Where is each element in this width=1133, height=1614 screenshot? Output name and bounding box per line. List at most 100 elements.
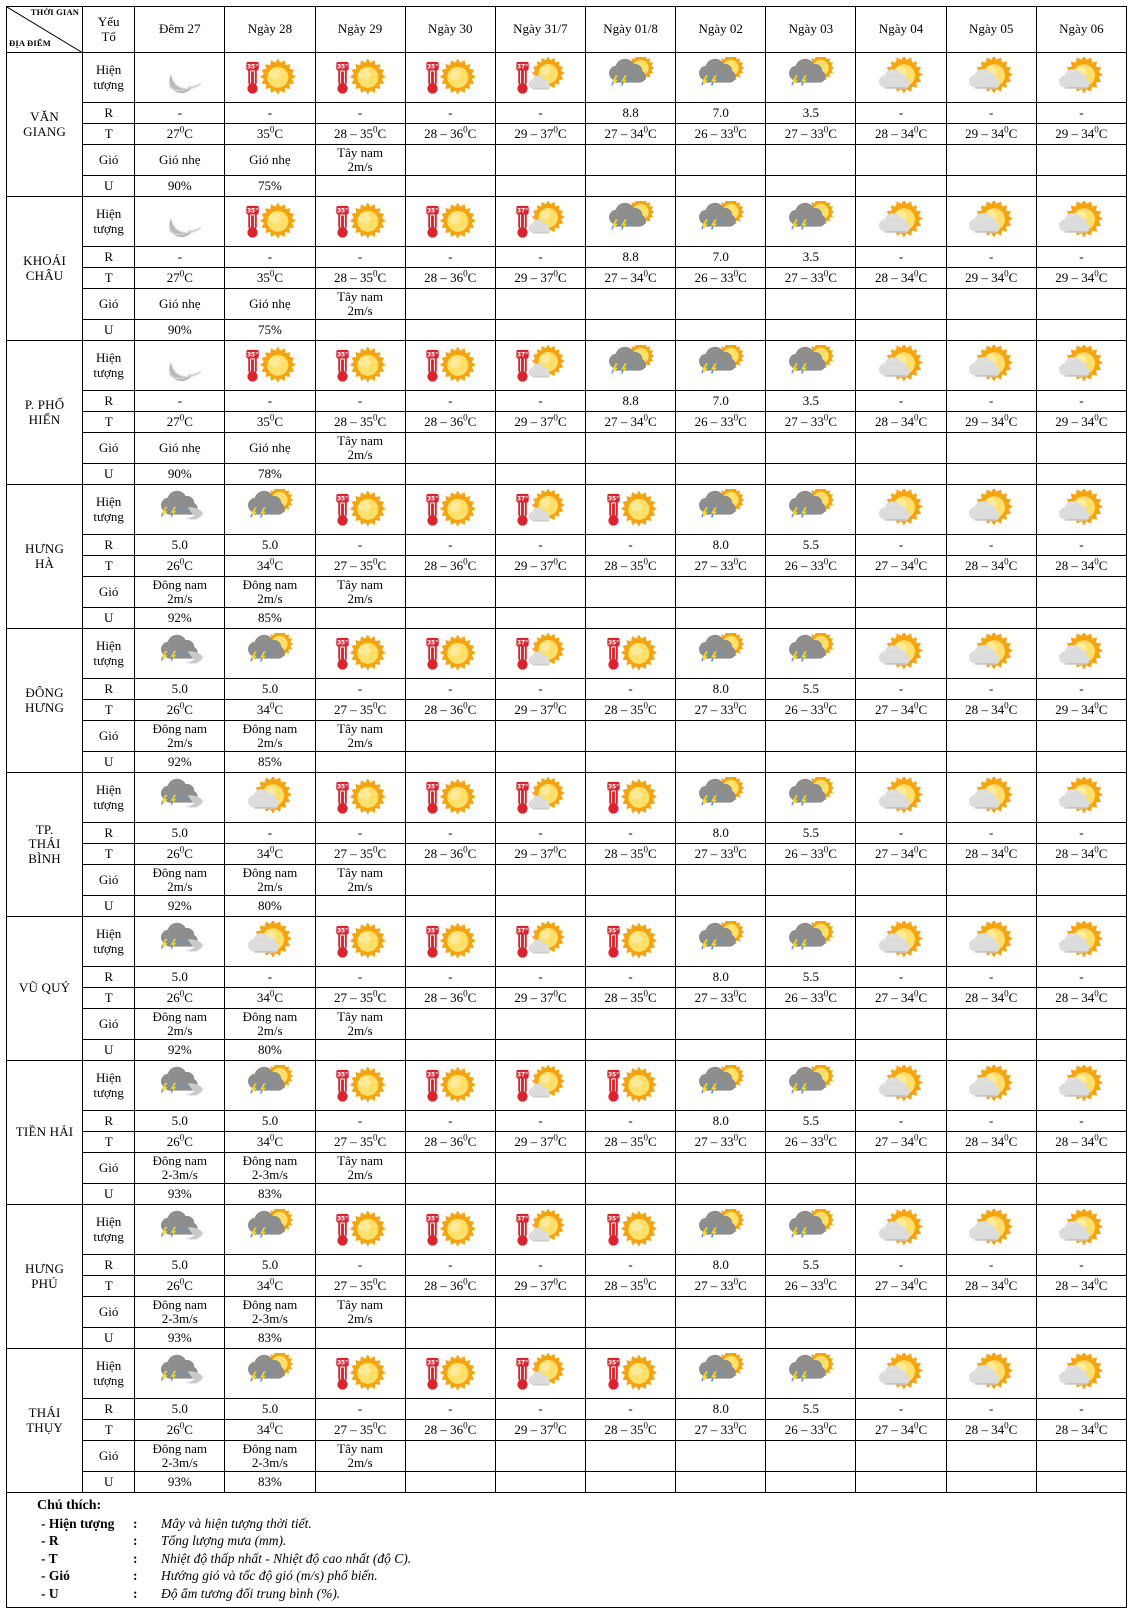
wind-cell: Đông nam 2-3m/s [134,1296,226,1328]
factor-label-gio: Gió [82,1152,136,1184]
rainfall-cell: 5.0 [224,678,316,700]
humidity-cell [855,463,947,485]
wind-cell [404,864,496,896]
thunderstorm-night-icon [152,1353,208,1395]
temperature-cell: 270C [134,123,226,145]
humidity-cell [314,175,406,197]
wind-cell: Đông nam 2m/s [224,720,316,752]
rainfall-cell: - [855,390,947,412]
weather-icon-cell [855,772,947,823]
wind-direction: Gió nhẹ [249,295,291,311]
humidity-cell: 92% [134,751,226,773]
weather-icon-cell [494,772,586,823]
factor-label-r: R [82,102,136,124]
thermometer-sun-cloud-icon [512,1064,568,1107]
sun-cloud-icon [963,920,1019,963]
wind-cell [855,1440,947,1472]
wind-cell [494,864,586,896]
wind-direction: Đông nam [152,576,208,592]
wind-cell: Đông nam 2-3m/s [224,1440,316,1472]
humidity-cell: 85% [224,751,316,773]
thermometer-sun-icon [422,1209,478,1251]
rainfall-cell: 8.8 [584,390,677,412]
weather-icon-cell [314,1060,406,1111]
temperature-cell: 28 – 360C [404,1419,496,1441]
wind-direction: Tây nam [337,288,384,304]
wind-cell [675,144,767,176]
temperature-cell: 28 – 350C [584,843,677,865]
rainfall-cell: - [494,822,586,844]
factor-label-gio: Gió [82,288,136,320]
humidity-cell [584,1183,677,1205]
thermometer-sun-icon [422,1065,478,1107]
wind-direction: Tây nam [337,864,384,880]
humidity-cell [765,607,857,629]
humidity-cell [1035,463,1128,485]
rainfall-cell: - [1035,390,1128,412]
table-header: Thời gian Địa điểm Yếu Tố Đêm 27 Ngày 28… [5,6,1128,53]
rainfall-cell: - [314,390,406,412]
thunderstorm-sun-icon [693,200,749,243]
wind-speed: 2-3m/s [161,1311,198,1326]
table-row: Gió Đông nam 2-3m/s Đông nam 2-3m/s Tây nam 2m… [7,1296,1128,1328]
thermometer-sun-icon [242,201,298,243]
location-cell-3: HƯNG HÀ [5,484,84,629]
temperature-cell: 28 – 340C [945,555,1037,577]
humidity-cell: 93% [134,1327,226,1349]
legend-item: - T: Nhiệt độ thấp nhất - Nhiệt độ cao nh… [7,1550,1126,1568]
factor-label-r: R [82,390,136,412]
wind-speed: 2m/s [347,735,373,750]
rainfall-cell: - [404,390,496,412]
weather-icon-cell [855,1204,947,1255]
wind-cell [1035,1440,1128,1472]
wind-speed: 2-3m/s [251,1167,288,1182]
wind-cell [945,432,1037,464]
thunderstorm-sun-icon [242,632,298,675]
weather-forecast-table: Thời gian Địa điểm Yếu Tố Đêm 27 Ngày 28… [5,6,1128,1493]
rainfall-cell: 5.0 [134,1398,226,1420]
temperature-cell: 27 – 350C [314,555,406,577]
wind-cell [765,1152,857,1184]
sun-cloud-icon [1053,1352,1109,1395]
temperature-cell: 340C [224,843,316,865]
weather-icon-cell [675,628,767,679]
humidity-cell [855,1327,947,1349]
rainfall-cell: - [945,390,1037,412]
weather-icon-cell [855,52,947,103]
factor-header: Yếu Tố [82,6,136,53]
weather-icon-cell [494,1060,586,1111]
humidity-cell [675,319,767,341]
humidity-cell [1035,1183,1128,1205]
temperature-cell: 27 – 330C [675,1419,767,1441]
humidity-cell [945,1327,1037,1349]
wind-cell [404,720,496,752]
wind-direction: Tây nam [337,1152,384,1168]
moon-icon [152,57,208,99]
wind-cell: Đông nam 2-3m/s [224,1152,316,1184]
wind-cell [404,1152,496,1184]
rainfall-cell: - [134,102,226,124]
rainfall-cell: - [1035,1110,1128,1132]
thunderstorm-sun-icon [242,1208,298,1251]
humidity-cell [765,463,857,485]
temperature-cell: 28 – 340C [945,1131,1037,1153]
wind-cell [675,1152,767,1184]
wind-cell: Tây nam 2m/s [314,1296,406,1328]
table-row: R - - - - -8.8 7.0 3.5- - - [7,390,1128,412]
weather-icon-cell [675,1204,767,1255]
wind-cell: Tây nam 2m/s [314,1152,406,1184]
wind-cell [675,1440,767,1472]
rainfall-cell: 8.0 [675,966,767,988]
rainfall-cell: 5.5 [765,822,857,844]
humidity-cell: 90% [134,319,226,341]
wind-direction: Gió nhẹ [249,151,291,167]
sun-cloud-icon [873,200,929,243]
temperature-cell: 28 – 350C [584,1131,677,1153]
rainfall-cell: - [945,678,1037,700]
table-row: Gió Gió nhẹ Gió nhẹ Tây nam 2m/s [7,144,1128,176]
sun-cloud-icon [1053,1064,1109,1107]
weather-icon-cell [1035,916,1128,967]
table-row: T 260C 340C 27 – 350C 28 – 360C 29 – 370C 28 –… [7,843,1128,865]
wind-direction: Đông nam [152,864,208,880]
location-cell-7: TIỀN HẢI [5,1060,84,1205]
